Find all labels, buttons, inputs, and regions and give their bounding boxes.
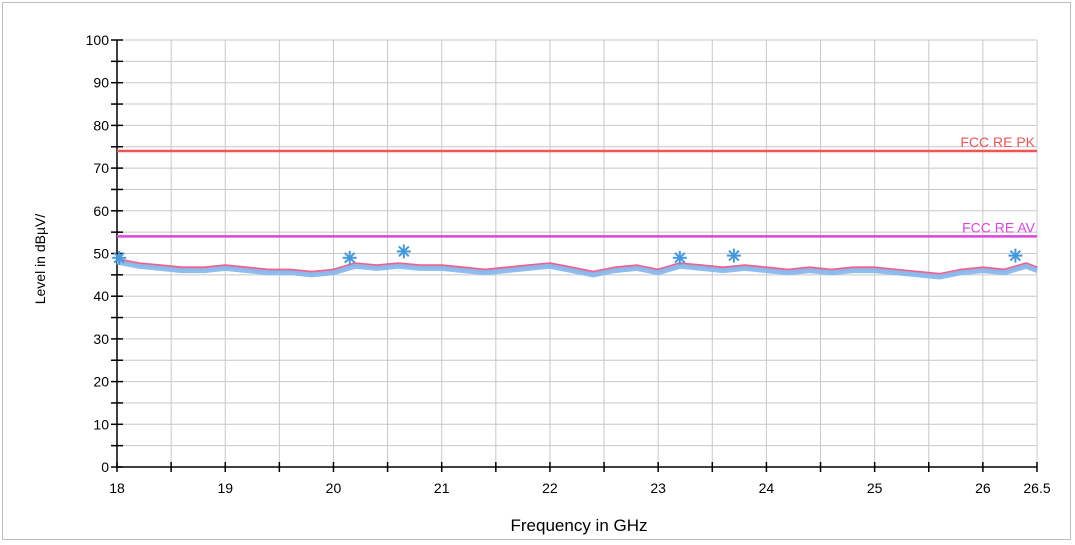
limit-line-label: FCC RE PK	[960, 134, 1035, 150]
x-tick-label: 26	[975, 480, 991, 496]
peak-marker	[396, 244, 411, 259]
y-tick-label: 50	[93, 246, 109, 262]
y-tick-label: 90	[93, 75, 109, 91]
peak-marker-stroke	[1009, 249, 1022, 262]
x-tick-label: 26.5	[1023, 480, 1050, 496]
x-axis-label: Frequency in GHz	[511, 516, 648, 535]
peak-marker	[1008, 248, 1023, 263]
limit-lines: FCC RE PK FCC RE AV	[117, 134, 1037, 238]
x-tick-label: 19	[217, 480, 233, 496]
trace-line	[116, 259, 1038, 280]
y-tick-label: 60	[93, 203, 109, 219]
y-tick-label: 70	[93, 160, 109, 176]
x-tick-label: 20	[326, 480, 342, 496]
peak-marker	[726, 248, 741, 263]
x-tick-label: 22	[542, 480, 558, 496]
emission-chart: 0 10 20 30 40 50 60 70 80 90 100 18 19 20 21 22 23 24 25 26…	[32, 32, 1051, 535]
grid	[116, 39, 1038, 468]
peak-marker-stroke	[674, 252, 686, 264]
peak-marker-stroke	[398, 245, 410, 258]
axes: 0 10 20 30 40 50 60 70 80 90 100 18 19 20 21 22 23 24 25 26…	[86, 32, 1051, 496]
peak-marker-stroke	[728, 249, 740, 262]
limit-line-label: FCC RE AV	[962, 219, 1036, 235]
series-traces	[116, 257, 1038, 280]
peak-marker	[112, 250, 127, 265]
x-tick-label: 23	[650, 480, 666, 496]
peak-marker-stroke	[113, 252, 125, 264]
y-tick-label: 40	[93, 288, 109, 304]
y-tick-label: 30	[93, 331, 109, 347]
x-tick-label: 25	[867, 480, 883, 496]
peak-marker-stroke	[344, 252, 356, 264]
peak-marker	[342, 250, 357, 265]
y-axis-label: Level in dBµV/	[32, 214, 48, 305]
x-tick-label: 18	[109, 480, 125, 496]
peak-marker	[672, 250, 687, 265]
x-tick-label: 21	[434, 480, 450, 496]
y-tick-label: 10	[93, 416, 109, 432]
peak-markers	[112, 244, 1023, 265]
y-tick-label: 100	[86, 32, 110, 48]
y-tick-label: 20	[93, 374, 109, 390]
x-tick-label: 24	[759, 480, 775, 496]
y-tick-label: 80	[93, 117, 109, 133]
y-tick-label: 0	[101, 459, 109, 475]
